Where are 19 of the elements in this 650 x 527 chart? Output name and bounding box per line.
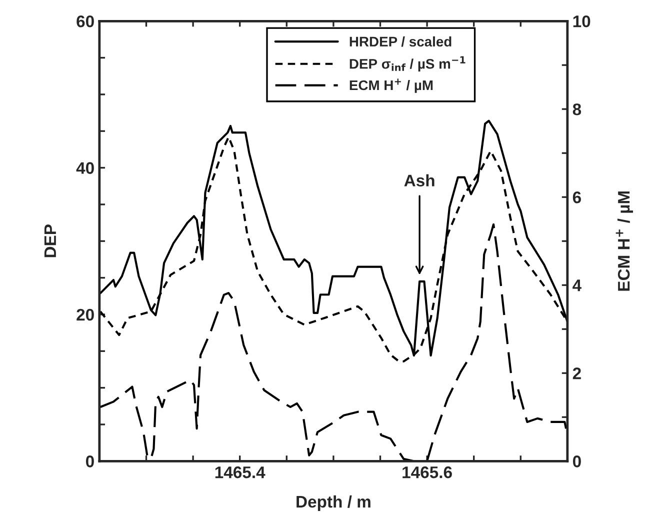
y2-axis-title: ECM H$^{+}$ / µM	[616, 191, 634, 291]
x-axis-title: Depth / m	[296, 495, 370, 511]
y-tick-label: 40	[76, 162, 94, 174]
y-tick-label: 60	[76, 15, 94, 28]
legend-label: DEP σ$_{inf}$ / µS m$^{−1}$	[350, 56, 466, 72]
y2-tick-label: 6	[572, 192, 581, 204]
y2-tick-label: 10	[573, 15, 590, 28]
y-axis-title: DEP	[44, 224, 56, 258]
legend-label: ECM H$^{+}$ / µM	[350, 78, 433, 93]
x-tick-label: 1465.6	[402, 466, 452, 478]
legend-label: HRDEP / scaled	[350, 36, 452, 47]
y2-tick-label: 8	[572, 103, 582, 116]
y2-tick-label: 0	[572, 456, 581, 468]
y2-tick-label: 2	[572, 368, 581, 380]
y-tick-label: 0	[86, 456, 94, 468]
y-tick-label: 20	[76, 308, 94, 321]
annotation: Ash	[404, 174, 434, 186]
x-tick-label: 1465.4	[215, 466, 266, 478]
y2-tick-label: 4	[572, 280, 582, 292]
